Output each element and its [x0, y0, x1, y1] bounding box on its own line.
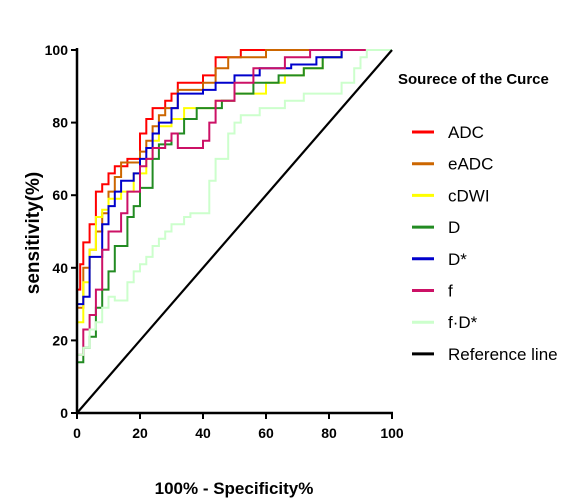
legend-label-2: cDWI — [448, 186, 490, 205]
x-tick-label-0: 0 — [73, 425, 81, 441]
series-group — [76, 49, 393, 414]
series-line-7 — [76, 49, 393, 414]
y-axis-title: sensitivity(%) — [23, 172, 44, 294]
legend-label-5: f — [448, 282, 453, 301]
series-line-6 — [76, 49, 392, 413]
x-axis-title: 100% - Specificity% — [155, 479, 314, 498]
x-tick-label-5: 100 — [380, 425, 404, 441]
legend: ADC eADC cDWI D D* f f·D* Reference line — [412, 123, 558, 364]
y-tick-label-3: 60 — [52, 187, 68, 203]
x-tick-label-4: 80 — [321, 425, 337, 441]
legend-label-0: ADC — [448, 123, 484, 142]
y-tick-label-2: 40 — [52, 260, 68, 276]
legend-title: Sourece of the Curce — [398, 71, 549, 88]
x-tick-label-2: 40 — [195, 425, 211, 441]
legend-label-1: eADC — [448, 155, 493, 174]
y-tick-label-1: 20 — [52, 332, 68, 348]
y-tick-label-0: 0 — [60, 405, 68, 421]
axes: 0 20 40 60 80 100 0 20 40 60 80 100 — [45, 42, 404, 441]
y-tick-label-5: 100 — [45, 42, 69, 58]
x-tick-label-1: 20 — [132, 425, 148, 441]
series-line-3 — [76, 49, 392, 413]
series-line-5 — [76, 49, 392, 413]
x-tick-label-3: 60 — [258, 425, 274, 441]
legend-label-3: D — [448, 218, 460, 237]
legend-label-4: D* — [448, 250, 467, 269]
y-tick-label-4: 80 — [52, 115, 68, 131]
legend-label-7: Reference line — [448, 345, 558, 364]
legend-label-6: f·D* — [448, 313, 478, 332]
